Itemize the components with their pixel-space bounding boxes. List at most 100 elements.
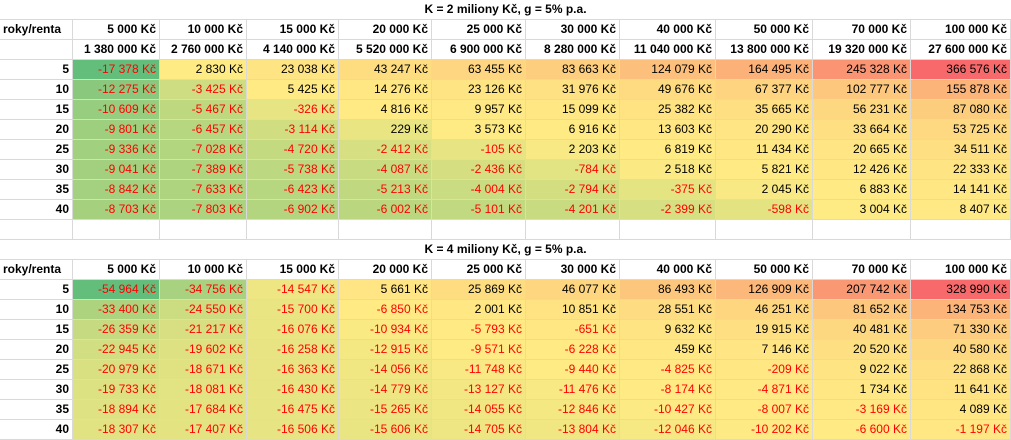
value-cell[interactable]: -10 202 Kč [716,420,813,440]
value-cell[interactable]: -14 779 Kč [339,380,432,400]
column-header[interactable]: 15 000 Kč [247,20,339,40]
value-cell[interactable]: -15 606 Kč [339,420,432,440]
value-cell[interactable]: 22 868 Kč [911,360,1011,380]
year-label[interactable]: 40 [0,420,73,440]
year-label[interactable]: 15 [0,320,73,340]
value-cell[interactable]: 14 141 Kč [911,180,1011,200]
empty-cell[interactable] [620,220,716,240]
value-cell[interactable]: 40 580 Kč [911,340,1011,360]
value-cell[interactable]: -1 197 Kč [911,420,1011,440]
value-cell[interactable]: 67 377 Kč [716,80,813,100]
value-cell[interactable]: 12 426 Kč [813,160,911,180]
value-cell[interactable]: -6 850 Kč [339,300,432,320]
value-cell[interactable]: -5 213 Kč [339,180,432,200]
value-cell[interactable]: 14 276 Kč [339,80,432,100]
value-cell[interactable]: -18 671 Kč [160,360,247,380]
value-cell[interactable]: 34 511 Kč [911,140,1011,160]
value-cell[interactable]: 3 004 Kč [813,200,911,220]
value-cell[interactable]: -5 467 Kč [160,100,247,120]
value-cell[interactable]: 83 663 Kč [526,60,620,80]
value-cell[interactable]: 7 146 Kč [716,340,813,360]
year-label[interactable]: 10 [0,80,73,100]
value-cell[interactable]: 25 869 Kč [432,280,526,300]
value-cell[interactable]: -16 363 Kč [247,360,339,380]
column-header[interactable]: 10 000 Kč [160,260,247,280]
value-cell[interactable]: 71 330 Kč [911,320,1011,340]
value-cell[interactable]: 53 725 Kč [911,120,1011,140]
year-label[interactable]: 20 [0,340,73,360]
value-cell[interactable]: -3 169 Kč [813,400,911,420]
value-cell[interactable]: 164 495 Kč [716,60,813,80]
corner-label[interactable]: roky/renta [0,260,73,280]
value-cell[interactable]: -2 399 Kč [620,200,716,220]
value-cell[interactable]: 8 407 Kč [911,200,1011,220]
value-cell[interactable]: 4 816 Kč [339,100,432,120]
column-subheader[interactable]: 19 320 000 Kč [813,40,911,60]
empty-cell[interactable] [0,220,73,240]
value-cell[interactable]: -9 571 Kč [432,340,526,360]
value-cell[interactable]: 4 089 Kč [911,400,1011,420]
value-cell[interactable]: 23 126 Kč [432,80,526,100]
empty-cell[interactable] [160,220,247,240]
value-cell[interactable]: 86 493 Kč [620,280,716,300]
value-cell[interactable]: 6 819 Kč [620,140,716,160]
value-cell[interactable]: -7 028 Kč [160,140,247,160]
column-header[interactable]: 70 000 Kč [813,260,911,280]
column-header[interactable]: 100 000 Kč [911,260,1011,280]
value-cell[interactable]: -5 793 Kč [432,320,526,340]
value-cell[interactable]: -4 201 Kč [526,200,620,220]
value-cell[interactable]: -7 803 Kč [160,200,247,220]
year-label[interactable]: 30 [0,380,73,400]
column-header[interactable]: 20 000 Kč [339,260,432,280]
value-cell[interactable]: 23 038 Kč [247,60,339,80]
value-cell[interactable]: -15 700 Kč [247,300,339,320]
value-cell[interactable]: -784 Kč [526,160,620,180]
column-header[interactable]: 100 000 Kč [911,20,1011,40]
value-cell[interactable]: -18 081 Kč [160,380,247,400]
column-subheader[interactable]: 13 800 000 Kč [716,40,813,60]
column-subheader[interactable]: 2 760 000 Kč [160,40,247,60]
value-cell[interactable]: 46 077 Kč [526,280,620,300]
column-header[interactable]: 30 000 Kč [526,260,620,280]
column-subheader[interactable]: 27 600 000 Kč [911,40,1011,60]
value-cell[interactable]: 43 247 Kč [339,60,432,80]
value-cell[interactable]: -12 915 Kč [339,340,432,360]
year-label[interactable]: 5 [0,60,73,80]
value-cell[interactable]: -17 378 Kč [73,60,160,80]
empty-cell[interactable] [73,220,160,240]
value-cell[interactable]: 2 001 Kč [432,300,526,320]
column-header[interactable]: 25 000 Kč [432,20,526,40]
value-cell[interactable]: -9 336 Kč [73,140,160,160]
value-cell[interactable]: 20 520 Kč [813,340,911,360]
column-header[interactable]: 50 000 Kč [716,20,813,40]
year-label[interactable]: 35 [0,400,73,420]
empty-cell[interactable] [247,220,339,240]
column-header[interactable]: 5 000 Kč [73,20,160,40]
empty-cell[interactable] [911,220,1011,240]
column-subheader[interactable]: 8 280 000 Kč [526,40,620,60]
value-cell[interactable]: 1 734 Kč [813,380,911,400]
value-cell[interactable]: 207 742 Kč [813,280,911,300]
value-cell[interactable]: 56 231 Kč [813,100,911,120]
value-cell[interactable]: -209 Kč [716,360,813,380]
value-cell[interactable]: 126 909 Kč [716,280,813,300]
value-cell[interactable]: 134 753 Kč [911,300,1011,320]
value-cell[interactable]: -11 476 Kč [526,380,620,400]
empty-cell[interactable] [432,220,526,240]
value-cell[interactable]: 3 573 Kč [432,120,526,140]
year-label[interactable]: 30 [0,160,73,180]
value-cell[interactable]: 2 203 Kč [526,140,620,160]
value-cell[interactable]: -11 748 Kč [432,360,526,380]
value-cell[interactable]: -21 217 Kč [160,320,247,340]
value-cell[interactable]: -6 902 Kč [247,200,339,220]
value-cell[interactable]: -13 804 Kč [526,420,620,440]
year-label[interactable]: 10 [0,300,73,320]
value-cell[interactable]: -10 427 Kč [620,400,716,420]
column-header[interactable]: 40 000 Kč [620,260,716,280]
value-cell[interactable]: 328 990 Kč [911,280,1011,300]
value-cell[interactable]: -8 174 Kč [620,380,716,400]
value-cell[interactable]: 31 976 Kč [526,80,620,100]
empty-cell[interactable] [339,220,432,240]
value-cell[interactable]: -13 127 Kč [432,380,526,400]
value-cell[interactable]: -8 007 Kč [716,400,813,420]
